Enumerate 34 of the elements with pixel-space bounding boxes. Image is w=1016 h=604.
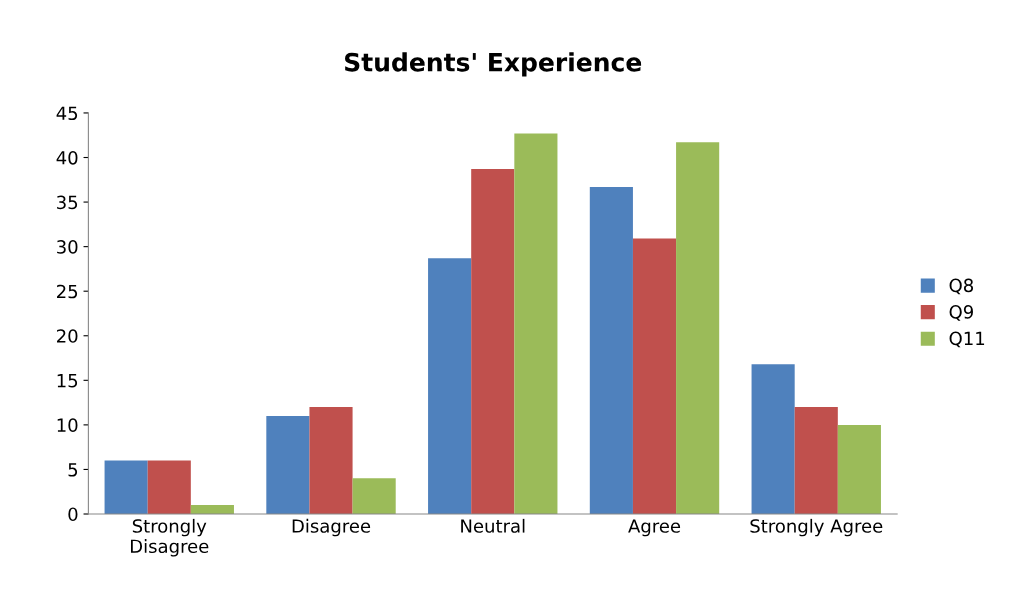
bar: [751, 364, 795, 514]
x-tick-label: Neutral: [461, 518, 525, 533]
bar: [632, 238, 677, 514]
y-tick-label: 35: [57, 195, 78, 210]
bar: [514, 133, 558, 514]
bar: [676, 142, 720, 514]
bar: [471, 169, 515, 514]
legend-label: Q8: [949, 278, 974, 295]
y-tick-label: 15: [57, 374, 78, 388]
x-tick-label: Strongly Disagree: [130, 518, 209, 557]
bar: [104, 460, 148, 514]
y-tick-label: 30: [57, 240, 78, 254]
bar: [428, 258, 472, 514]
bar: [352, 478, 396, 514]
y-tick-label: 40: [56, 150, 78, 165]
bar: [147, 460, 191, 514]
y-tick-label: 0: [68, 507, 78, 522]
y-tick-label: 10: [57, 418, 78, 432]
y-tick-label: 25: [57, 284, 78, 299]
legend-label: Q9: [949, 305, 973, 321]
y-tick-label: 20: [57, 329, 78, 343]
x-tick-label: Disagree: [292, 518, 371, 537]
bar: [837, 424, 881, 514]
x-tick-label: Agree: [628, 519, 681, 537]
bar: [266, 415, 310, 514]
y-tick-label: 5: [68, 463, 78, 477]
y-tick-label: 45: [56, 106, 78, 121]
bar: [190, 505, 234, 514]
bar: [309, 407, 353, 514]
bar: [589, 186, 633, 514]
chart-title: Students' Experience: [345, 52, 642, 77]
bar: [794, 407, 838, 514]
x-tick-label: Strongly Agree: [750, 518, 883, 537]
legend-label: Q11: [949, 331, 985, 348]
